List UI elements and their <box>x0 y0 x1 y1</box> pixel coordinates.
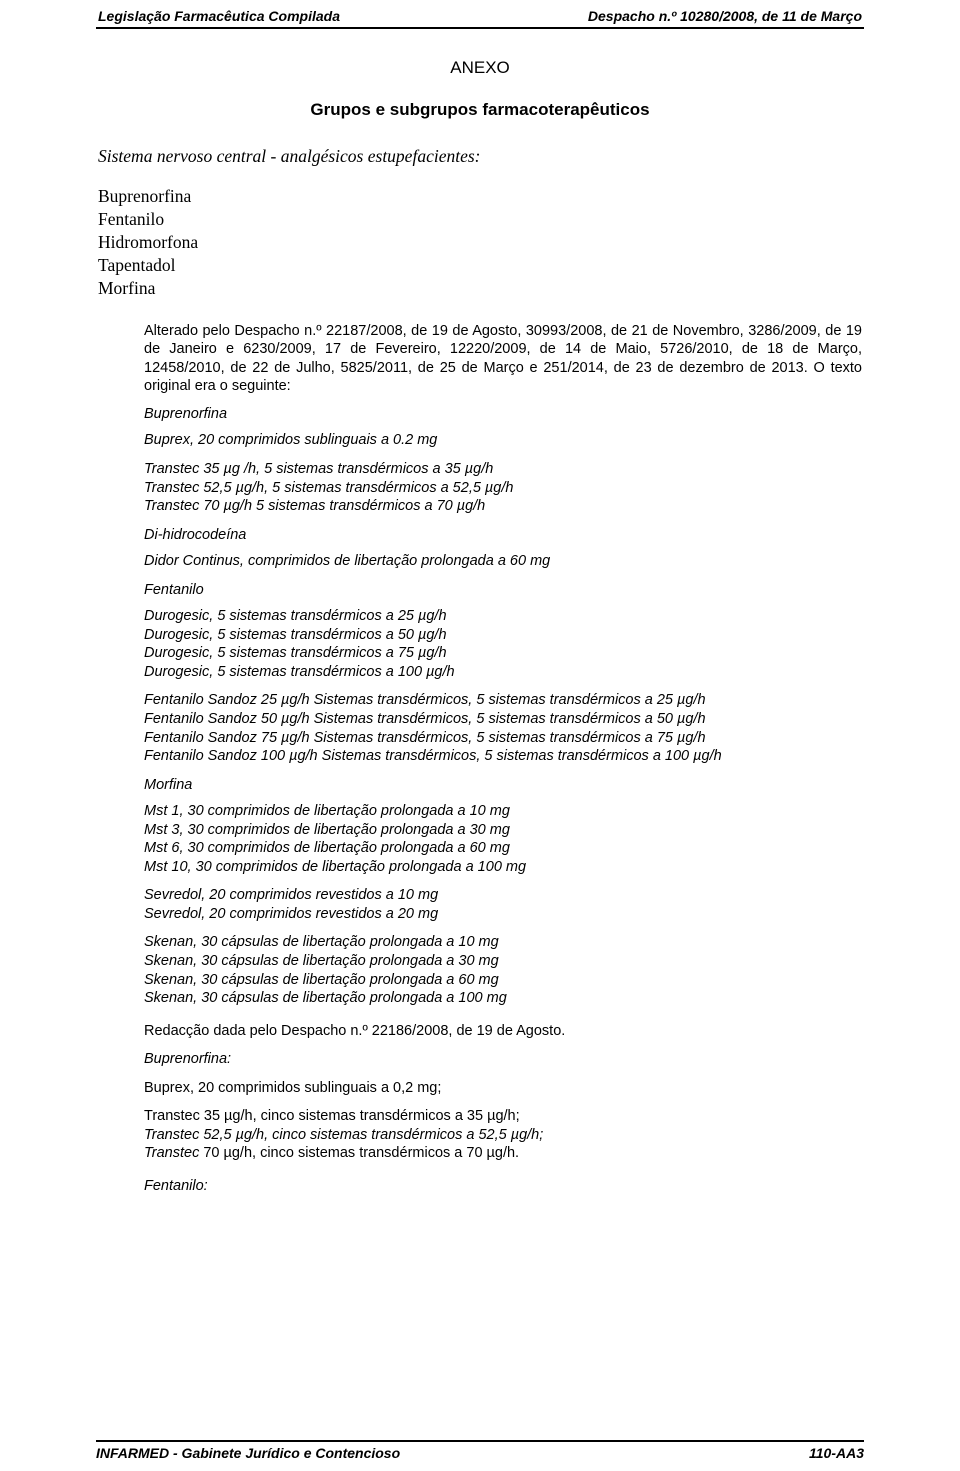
item-line: Fentanilo Sandoz 25 µg/h Sistemas transd… <box>144 691 862 710</box>
system-line: Sistema nervoso central - analgésicos es… <box>98 145 862 167</box>
item-line: Durogesic, 5 sistemas transdérmicos a 25… <box>144 607 862 626</box>
transtec-suffix: , cinco sistemas transdérmicos a 35 µg/h… <box>253 1108 520 1124</box>
item-line: Mst 3, 30 comprimidos de libertação prol… <box>144 821 862 840</box>
group-fentanilo-2: Fentanilo: <box>144 1177 862 1196</box>
item-line: Mst 1, 30 comprimidos de libertação prol… <box>144 802 862 821</box>
item-line: Sevredol, 20 comprimidos revestidos a 10… <box>144 886 862 905</box>
group-buprenorfina-2: Buprenorfina: <box>144 1050 862 1069</box>
footer-bar: INFARMED - Gabinete Jurídico e Contencio… <box>96 1445 864 1461</box>
page: Legislação Farmacêutica Compilada Despac… <box>0 0 960 1471</box>
redaction-line: Redacção dada pelo Despacho n.º 22186/20… <box>144 1022 862 1041</box>
item-line: Transtec 35 µg/h, cinco sistemas transdé… <box>144 1107 862 1126</box>
transtec-prefix: Transtec 35 µg/h <box>144 1108 253 1124</box>
annex-title: ANEXO <box>98 57 862 79</box>
annex-subtitle: Grupos e subgrupos farmacoterapêuticos <box>98 99 862 121</box>
item-line: Skenan, 30 cápsulas de libertação prolon… <box>144 933 862 952</box>
content: ANEXO Grupos e subgrupos farmacoterapêut… <box>0 29 960 1440</box>
item-line: Durogesic, 5 sistemas transdérmicos a 10… <box>144 663 862 682</box>
item-line: Transtec 70 µg/h 5 sistemas transdérmico… <box>144 497 862 516</box>
item-line: Mst 6, 30 comprimidos de libertação prol… <box>144 839 862 858</box>
item-line: Transtec 70 µg/h, cinco sistemas transdé… <box>144 1144 862 1163</box>
transtec-prefix: Transtec <box>144 1145 203 1161</box>
footer-left: INFARMED - Gabinete Jurídico e Contencio… <box>96 1445 400 1461</box>
item-line: Skenan, 30 cápsulas de libertação prolon… <box>144 971 862 990</box>
header-bar: Legislação Farmacêutica Compilada Despac… <box>0 0 960 27</box>
header-right: Despacho n.º 10280/2008, de 11 de Março <box>588 8 862 24</box>
item-line: Transtec 52,5 µg/h, 5 sistemas transdérm… <box>144 479 862 498</box>
item-line: Fentanilo Sandoz 100 µg/h Sistemas trans… <box>144 747 862 766</box>
item-line: Transtec 35 µg /h, 5 sistemas transdérmi… <box>144 460 862 479</box>
group-fentanilo: Fentanilo <box>144 581 862 600</box>
item-line: Fentanilo Sandoz 75 µg/h Sistemas transd… <box>144 729 862 748</box>
amendment-paragraph: Alterado pelo Despacho n.º 22187/2008, d… <box>144 322 862 395</box>
drug-item: Hidromorfona <box>98 231 862 254</box>
drug-item: Buprenorfina <box>98 185 862 208</box>
drug-item: Morfina <box>98 277 862 300</box>
footer-wrap: INFARMED - Gabinete Jurídico e Contencio… <box>0 1440 960 1471</box>
item-line: Skenan, 30 cápsulas de libertação prolon… <box>144 989 862 1008</box>
drug-item: Fentanilo <box>98 208 862 231</box>
item-line: Buprex, 20 comprimidos sublinguais a 0,2… <box>144 1079 862 1098</box>
item-line: Durogesic, 5 sistemas transdérmicos a 75… <box>144 644 862 663</box>
item-line: Mst 10, 30 comprimidos de libertação pro… <box>144 858 862 877</box>
group-morfina: Morfina <box>144 776 862 795</box>
footer-rule <box>96 1440 864 1442</box>
item-line: Didor Continus, comprimidos de libertaçã… <box>144 552 862 571</box>
header-left: Legislação Farmacêutica Compilada <box>98 8 340 24</box>
footer-right: 110-AA3 <box>809 1445 864 1461</box>
drug-item: Tapentadol <box>98 254 862 277</box>
drug-list: Buprenorfina Fentanilo Hidromorfona Tape… <box>98 185 862 300</box>
item-line: Buprex, 20 comprimidos sublinguais a 0.2… <box>144 431 862 450</box>
item-line: Sevredol, 20 comprimidos revestidos a 20… <box>144 905 862 924</box>
group-dihidrocodeina: Di-hidrocodeína <box>144 526 862 545</box>
item-line: Transtec 52,5 µg/h, cinco sistemas trans… <box>144 1126 862 1145</box>
item-line: Fentanilo Sandoz 50 µg/h Sistemas transd… <box>144 710 862 729</box>
item-line: Durogesic, 5 sistemas transdérmicos a 50… <box>144 626 862 645</box>
item-line: Skenan, 30 cápsulas de libertação prolon… <box>144 952 862 971</box>
group-buprenorfina: Buprenorfina <box>144 405 862 424</box>
transtec-suffix: 70 µg/h, cinco sistemas transdérmicos a … <box>203 1145 519 1161</box>
